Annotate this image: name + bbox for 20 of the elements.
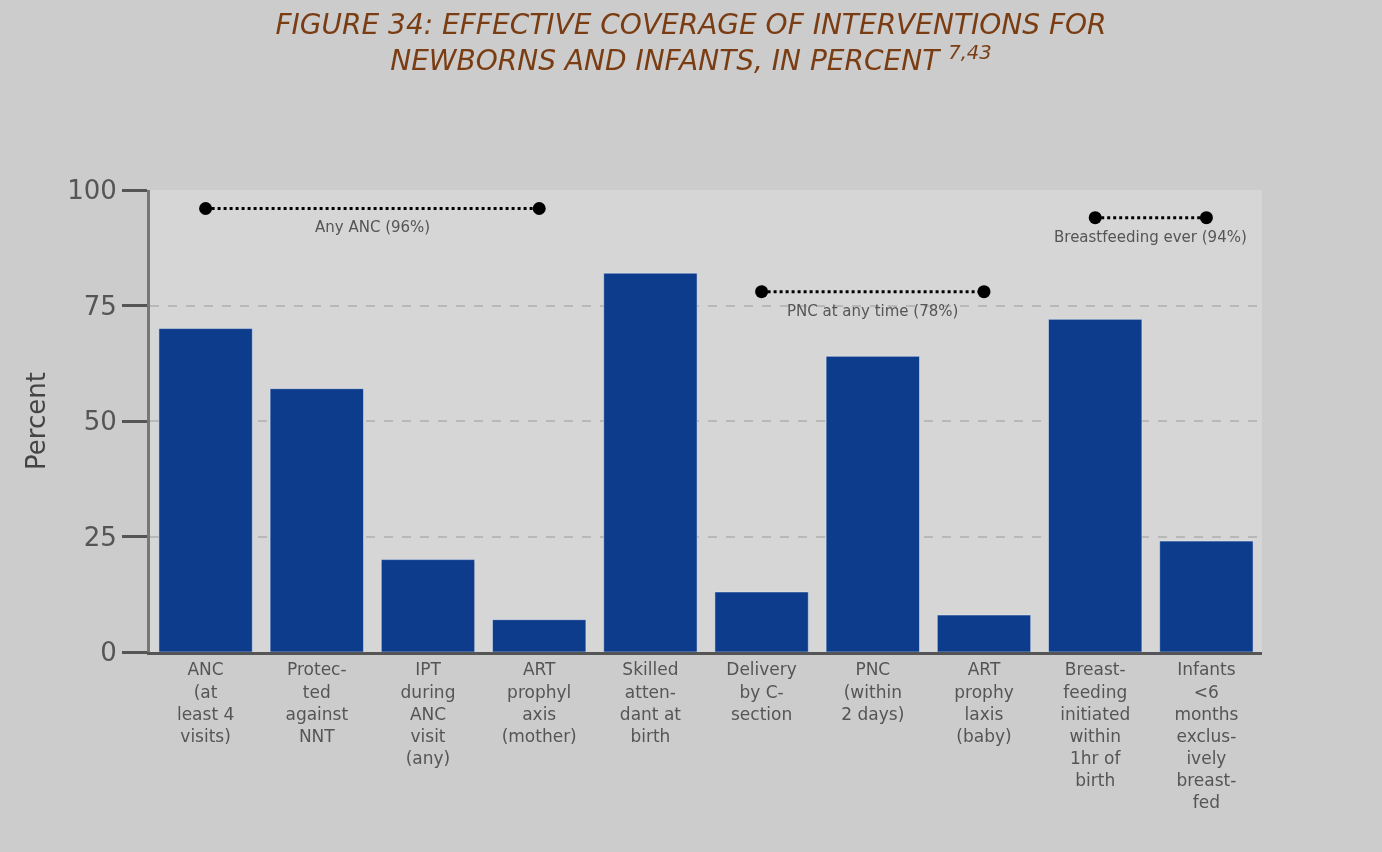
series-label: Breastfeeding ever (94%) — [1054, 228, 1247, 246]
x-tick-label: PNC (within 2 days) — [841, 659, 905, 724]
x-tick-label: ANC (at least 4 visits) — [176, 659, 235, 746]
x-tick-label: Infants <6 months exclus- ively breast- fed — [1174, 659, 1239, 812]
y-tick-label: 25 — [83, 521, 117, 552]
y-tick-label: 50 — [83, 406, 117, 437]
y-axis-title: Percent — [20, 372, 51, 470]
x-tick-label: Protec- ted against NNT — [285, 659, 349, 746]
chart-title: FIGURE 34: EFFECTIVE COVERAGE OF INTERVENTIONS FOR NEWBORNS AND INFANTS, IN PERCENT $^{7,43}$ — [275, 8, 1107, 78]
y-tick-label: 75 — [83, 290, 117, 321]
series-label: PNC at any time (78%) — [787, 302, 959, 320]
x-tick-label: IPT during ANC visit (any) — [400, 659, 456, 768]
x-tick-label: ART prophy laxis (baby) — [954, 659, 1014, 746]
x-tick-label: Delivery by C- section — [726, 659, 797, 724]
x-tick-label: ART prophyl axis (mother) — [501, 659, 577, 746]
y-tick-label: 0 — [100, 637, 117, 668]
x-tick-label: Skilled atten- dant at birth — [619, 659, 682, 746]
x-tick-label: Breast- feeding initiated within 1hr of birth — [1060, 659, 1131, 790]
series-label: Any ANC (96%) — [315, 218, 431, 236]
y-tick-label: 100 — [67, 175, 117, 206]
